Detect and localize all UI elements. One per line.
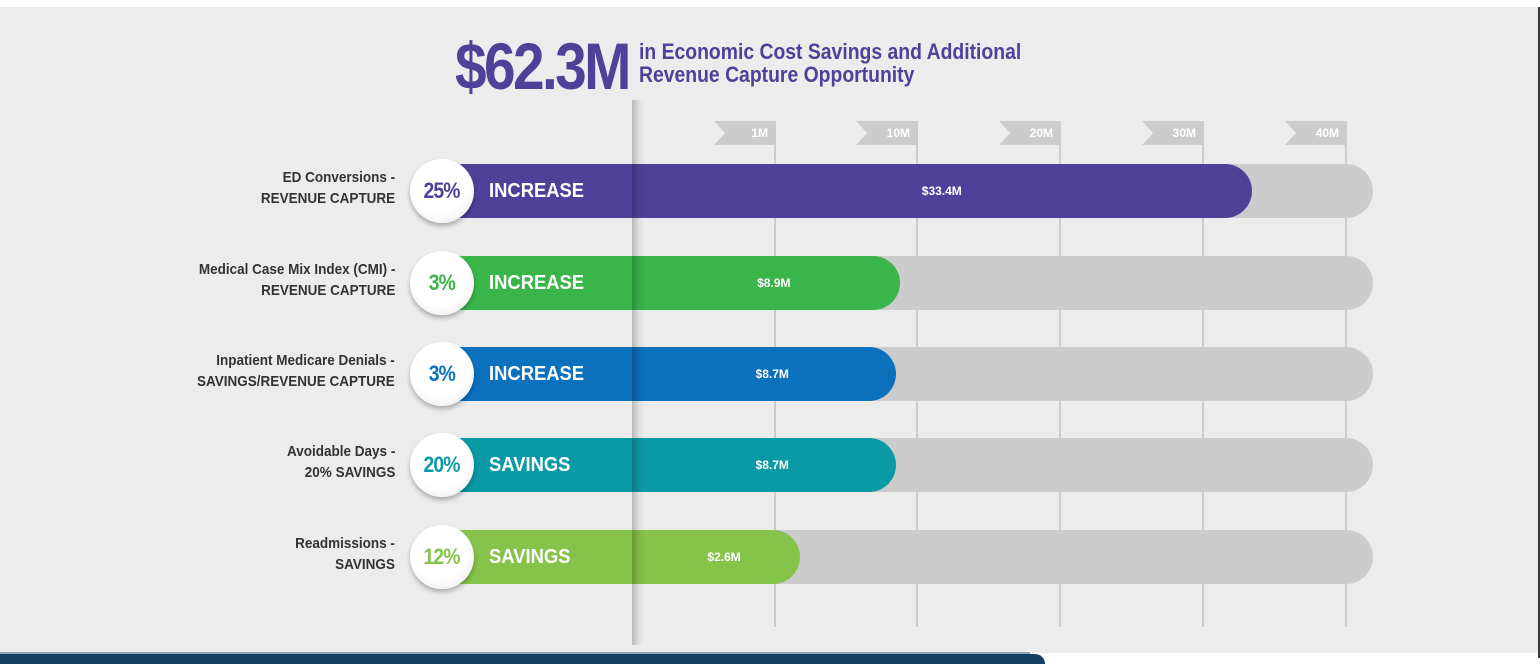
percent-badge: 20% — [410, 433, 474, 497]
bar — [440, 164, 1252, 218]
bar-value-label: $8.7M — [755, 458, 789, 472]
x-tick-text: 40M — [1315, 126, 1339, 140]
subtitle-line-1: in Economic Cost Savings and Additional — [639, 39, 1022, 64]
category-label-line-1: Inpatient Medicare Denials - — [216, 352, 395, 369]
category-label-line-2: REVENUE CAPTURE — [260, 282, 395, 299]
banner-highlight — [0, 652, 1030, 654]
bar-row: Avoidable Days - 20% SAVINGS SAVINGS $8.7M 2… — [0, 433, 1538, 497]
bar-row: Medical Case Mix Index (CMI) - REVENUE CA… — [0, 251, 1538, 315]
bar-row: Inpatient Medicare Denials - SAVINGS/REVE… — [0, 342, 1538, 406]
category-label: Avoidable Days - 20% SAVINGS — [287, 441, 395, 483]
bar — [440, 438, 897, 492]
category-label: Readmissions - SAVINGS — [295, 533, 395, 575]
right-border — [1538, 7, 1540, 658]
category-label: Medical Case Mix Index (CMI) - REVENUE CA… — [198, 259, 395, 301]
category-label: Inpatient Medicare Denials - SAVINGS/REVE… — [197, 350, 395, 392]
category-label-line-2: 20% SAVINGS — [304, 464, 395, 481]
percent-text: 12% — [423, 544, 461, 569]
category-label: ED Conversions - REVENUE CAPTURE — [261, 167, 395, 209]
percent-text: 3% — [428, 270, 456, 295]
bar-type-label: SAVINGS — [489, 454, 571, 476]
bar-type-label: SAVINGS — [489, 546, 571, 568]
x-tick-text: 30M — [1172, 126, 1196, 140]
category-label-line-1: ED Conversions - — [282, 169, 395, 186]
bar — [440, 530, 801, 584]
percent-badge: 3% — [410, 342, 474, 406]
bar-value-label: $8.9M — [757, 276, 791, 290]
bar-row: Readmissions - SAVINGS SAVINGS $2.6M 12% — [0, 525, 1538, 589]
percent-text: 20% — [423, 452, 461, 477]
bar — [440, 347, 897, 401]
bar-type-label: INCREASE — [489, 363, 585, 385]
percent-text: 25% — [423, 178, 461, 203]
percent-text: 3% — [428, 361, 456, 386]
x-tick-text: 1M — [751, 126, 768, 140]
footer-banner — [0, 654, 1045, 664]
category-label-line-1: Avoidable Days - — [286, 443, 395, 460]
bar-value-label: $33.4M — [921, 184, 962, 198]
percent-badge: 12% — [410, 525, 474, 589]
bar-value-label: $2.6M — [707, 550, 741, 564]
bar-row: ED Conversions - REVENUE CAPTURE INCREASE $… — [0, 159, 1538, 223]
total-value: $62.3M — [455, 29, 631, 103]
chart-subtitle: in Economic Cost Savings and Additional … — [639, 40, 1021, 86]
category-label-line-1: Readmissions - — [295, 535, 395, 552]
percent-badge: 3% — [410, 251, 474, 315]
bar — [440, 256, 900, 310]
bar-type-label: INCREASE — [489, 180, 585, 202]
category-label-line-1: Medical Case Mix Index (CMI) - — [198, 261, 395, 278]
bar-value-label: $8.7M — [755, 367, 789, 381]
percent-badge: 25% — [410, 159, 474, 223]
category-label-line-2: SAVINGS/REVENUE CAPTURE — [197, 373, 395, 390]
category-label-line-2: REVENUE CAPTURE — [260, 190, 395, 207]
bar-type-label: INCREASE — [489, 272, 585, 294]
category-label-line-2: SAVINGS — [335, 556, 395, 573]
subtitle-line-2: Revenue Capture Opportunity — [639, 62, 915, 87]
chart-header: $62.3M in Economic Cost Savings and Addi… — [455, 26, 1073, 106]
x-tick-text: 20M — [1029, 126, 1053, 140]
x-tick-text: 10M — [886, 126, 910, 140]
